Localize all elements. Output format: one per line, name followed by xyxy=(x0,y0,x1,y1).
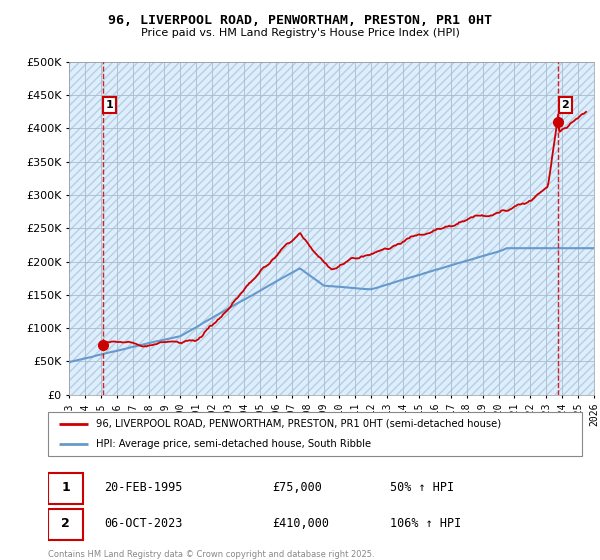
Text: 96, LIVERPOOL ROAD, PENWORTHAM, PRESTON, PR1 0HT: 96, LIVERPOOL ROAD, PENWORTHAM, PRESTON,… xyxy=(108,14,492,27)
FancyBboxPatch shape xyxy=(48,473,83,504)
Text: £410,000: £410,000 xyxy=(272,517,329,530)
Text: 2: 2 xyxy=(562,100,569,110)
Text: 50% ↑ HPI: 50% ↑ HPI xyxy=(390,481,454,494)
Text: 1: 1 xyxy=(106,100,113,110)
FancyBboxPatch shape xyxy=(48,412,582,456)
Text: HPI: Average price, semi-detached house, South Ribble: HPI: Average price, semi-detached house,… xyxy=(96,439,371,449)
Text: £75,000: £75,000 xyxy=(272,481,322,494)
Text: 06-OCT-2023: 06-OCT-2023 xyxy=(104,517,182,530)
Text: 2: 2 xyxy=(61,517,70,530)
Text: Price paid vs. HM Land Registry's House Price Index (HPI): Price paid vs. HM Land Registry's House … xyxy=(140,28,460,38)
FancyBboxPatch shape xyxy=(48,508,83,539)
Text: 1: 1 xyxy=(61,481,70,494)
Text: 106% ↑ HPI: 106% ↑ HPI xyxy=(390,517,461,530)
Text: 96, LIVERPOOL ROAD, PENWORTHAM, PRESTON, PR1 0HT (semi-detached house): 96, LIVERPOOL ROAD, PENWORTHAM, PRESTON,… xyxy=(96,419,501,429)
Text: Contains HM Land Registry data © Crown copyright and database right 2025.
This d: Contains HM Land Registry data © Crown c… xyxy=(48,550,374,560)
Text: 20-FEB-1995: 20-FEB-1995 xyxy=(104,481,182,494)
